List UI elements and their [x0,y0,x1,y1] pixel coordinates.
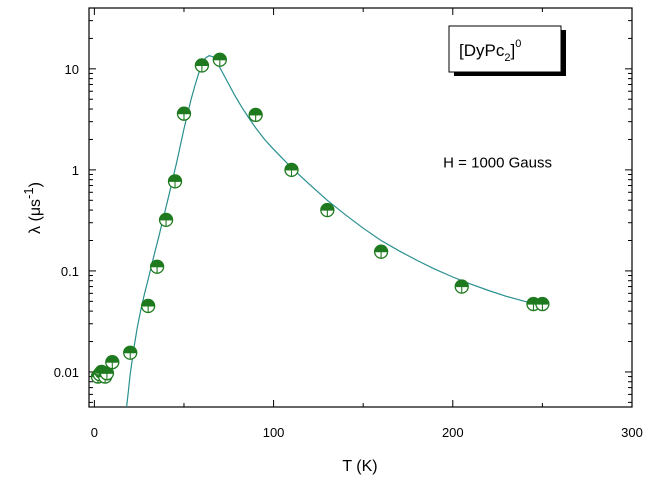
x-tick-label: 100 [263,425,285,440]
point-fill [195,58,209,66]
legend-box [448,25,562,73]
data-point [158,212,174,228]
point-fill [105,355,119,363]
axis-ticks: 0 100 200 300 0.01 0.1 1 10 [54,8,643,440]
x-tick-label: 200 [442,425,464,440]
data-point [99,366,115,381]
y-tick-label: 0.01 [54,365,79,380]
legend-text-close: ] [510,41,515,60]
point-fill [159,213,173,220]
data-point [105,355,120,370]
data-point [373,244,389,259]
point-fill [177,107,191,114]
y-axis-title-main: λ (μs [27,199,44,234]
point-fill [141,299,155,306]
point-fill [535,297,549,305]
y-tick-label: 1 [72,163,79,178]
data-point [535,296,550,312]
point-fill [455,280,469,287]
data-point [284,162,299,178]
data-point [140,298,156,314]
x-tick-label: 300 [621,425,643,440]
fit-curve [126,55,543,407]
x-tick-label: 0 [91,425,98,440]
point-fill [213,53,227,60]
data-point [212,52,227,67]
y-tick-label: 0.1 [61,264,79,279]
y-tick-label: 10 [65,62,79,77]
data-markers [90,52,550,384]
data-point [149,259,165,274]
point-fill [249,108,263,115]
y-axis-title-exponent: -1 [21,187,36,199]
plot-frame [88,7,633,408]
data-point [176,106,192,121]
y-axis-title-close: ) [27,182,44,187]
field-annotation: H = 1000 Gauss [443,155,552,172]
legend-text-sub: 2 [504,52,510,64]
point-fill [123,346,137,353]
point-fill [285,163,299,170]
legend-text-main: [DyPc [459,41,505,60]
data-point [248,107,263,123]
legend: [DyPc2]0 [448,25,566,76]
x-axis-title: T (K) [342,458,377,475]
svg-text:[DyPc2]0: [DyPc2]0 [459,38,521,64]
point-fill [374,245,388,252]
data-point [123,345,138,360]
point-fill [320,203,334,211]
point-fill [150,260,164,267]
data-point [194,58,210,73]
y-axis-title: λ (μs-1) [21,182,44,234]
svg-text:λ (μs-1): λ (μs-1) [21,182,44,234]
data-point [320,202,335,218]
data-point [167,174,183,189]
point-fill [168,174,182,182]
legend-text-sup: 0 [515,38,521,50]
data-point [454,279,469,294]
